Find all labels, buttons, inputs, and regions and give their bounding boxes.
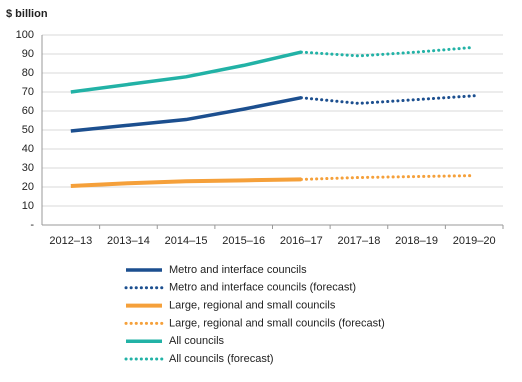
y-tick-label: 60 bbox=[22, 105, 34, 117]
legend-label: Metro and interface councils bbox=[169, 264, 307, 276]
x-tick-label: 2016–17 bbox=[280, 235, 323, 247]
y-tick-label: 40 bbox=[22, 143, 34, 155]
y-tick-label: 90 bbox=[22, 48, 34, 60]
legend-label: Metro and interface councils (forecast) bbox=[169, 282, 356, 294]
y-tick-label: 20 bbox=[22, 181, 34, 193]
y-tick-label: 70 bbox=[22, 86, 34, 98]
legend-label: Large, regional and small councils (fore… bbox=[169, 317, 385, 329]
series-line bbox=[299, 174, 476, 181]
legend-label: Large, regional and small councils bbox=[169, 300, 336, 312]
y-tick-label: 10 bbox=[22, 200, 34, 212]
series-line bbox=[70, 50, 302, 94]
x-tick-label: 2018–19 bbox=[395, 235, 438, 247]
x-tick-label: 2012–13 bbox=[49, 235, 92, 247]
x-tick-label: 2017–18 bbox=[338, 235, 381, 247]
legend-label: All councils bbox=[169, 335, 225, 347]
x-tick-label: 2014–15 bbox=[165, 235, 208, 247]
y-tick-label: 100 bbox=[16, 29, 34, 41]
x-tick-label: 2015–16 bbox=[222, 235, 265, 247]
y-axis-label: $ billion bbox=[6, 8, 48, 20]
series-line bbox=[70, 177, 302, 189]
x-tick-label: 2019–20 bbox=[453, 235, 496, 247]
y-tick-label: 30 bbox=[22, 162, 34, 174]
y-tick-label: 80 bbox=[22, 67, 34, 79]
series-line bbox=[299, 45, 476, 58]
series-line bbox=[299, 94, 476, 105]
legend-label: All councils (forecast) bbox=[169, 353, 274, 365]
y-tick-label: - bbox=[30, 219, 34, 231]
series-line bbox=[70, 95, 302, 133]
y-tick-label: 50 bbox=[22, 124, 34, 136]
x-tick-label: 2013–14 bbox=[107, 235, 150, 247]
